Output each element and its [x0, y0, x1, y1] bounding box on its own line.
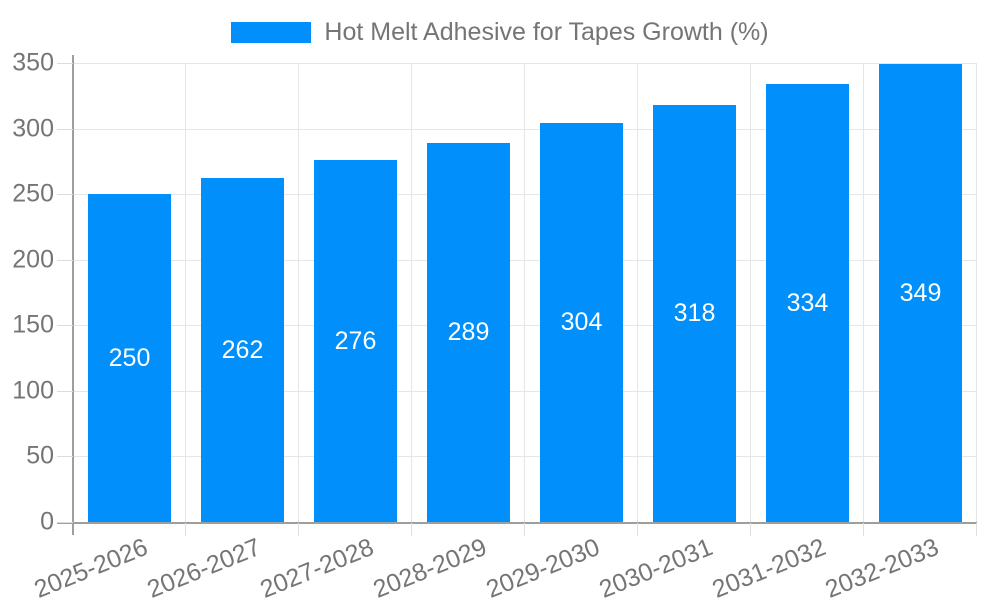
y-axis-tick	[57, 194, 73, 196]
bar: 349	[879, 64, 962, 522]
x-axis-tick	[976, 523, 977, 536]
bar-value-label: 304	[560, 308, 603, 336]
bar-value-label: 318	[673, 299, 716, 327]
legend-swatch	[231, 22, 312, 43]
y-axis-line	[72, 55, 74, 535]
h-gridline	[73, 63, 977, 64]
bar: 250	[88, 194, 171, 522]
bar-value-label: 349	[899, 278, 942, 307]
v-gridline	[298, 63, 299, 522]
legend-label: Hot Melt Adhesive for Tapes Growth (%)	[324, 18, 769, 46]
x-axis-tick-label: 2026-2027	[143, 533, 265, 600]
x-axis-tick-label: 2030-2031	[595, 533, 717, 600]
bar-value-label: 276	[334, 326, 377, 355]
bar: 318	[653, 105, 736, 522]
x-axis-tick-label: 2025-2026	[30, 533, 152, 600]
x-axis-tick	[637, 523, 638, 536]
x-axis-tick-label: 2032-2033	[821, 533, 943, 600]
bar: 262	[201, 178, 284, 522]
y-axis-tick-label: 200	[12, 245, 54, 274]
x-axis-tick-label: 2028-2029	[369, 533, 491, 600]
y-axis-tick	[57, 390, 73, 392]
plot-area: 250 262 276 289 304 318 334 349	[73, 63, 977, 522]
bar: 334	[766, 84, 849, 522]
y-axis-tick	[57, 456, 73, 458]
y-axis-tick	[57, 259, 73, 261]
bar-value-label: 250	[108, 343, 151, 372]
x-axis-tick	[750, 523, 751, 536]
bar-value-label: 289	[447, 318, 490, 346]
y-axis-tick	[57, 128, 73, 130]
y-axis-tick-label: 250	[12, 179, 54, 208]
x-axis-tick	[524, 523, 525, 536]
y-axis-tick	[57, 63, 73, 64]
y-axis-tick-label: 50	[26, 441, 54, 470]
y-axis-tick	[57, 325, 73, 327]
v-gridline	[411, 63, 412, 522]
y-axis-tick-label: 100	[12, 376, 54, 405]
h-gridline	[73, 259, 977, 261]
v-gridline	[750, 63, 751, 522]
v-gridline	[863, 63, 864, 522]
bar-value-label: 334	[786, 288, 829, 317]
y-axis-tick-label: 150	[12, 310, 54, 339]
v-gridline	[185, 63, 186, 522]
legend: Hot Melt Adhesive for Tapes Growth (%)	[0, 18, 1000, 47]
bar: 304	[540, 123, 623, 522]
x-axis-tick	[185, 523, 186, 536]
h-gridline	[73, 194, 977, 196]
bar: 276	[314, 160, 397, 522]
y-axis-tick-label: 0	[40, 507, 54, 536]
h-gridline	[73, 325, 977, 327]
h-gridline	[73, 456, 977, 458]
bar-value-label: 262	[221, 335, 264, 364]
h-gridline	[73, 390, 977, 392]
bar: 289	[427, 143, 510, 522]
x-axis-tick	[411, 523, 412, 536]
x-axis-line	[57, 522, 977, 524]
x-axis-tick	[298, 523, 299, 536]
y-axis-tick-label: 350	[12, 48, 54, 77]
v-gridline	[976, 63, 977, 522]
x-axis-tick-label: 2031-2032	[708, 533, 830, 600]
y-axis-tick	[57, 522, 73, 523]
h-gridline	[73, 128, 977, 130]
x-axis-tick-label: 2027-2028	[256, 533, 378, 600]
y-axis-tick-label: 300	[12, 114, 54, 143]
x-axis-tick-label: 2029-2030	[482, 533, 604, 600]
v-gridline	[637, 63, 638, 522]
v-gridline	[524, 63, 525, 522]
x-axis-tick	[863, 523, 864, 536]
